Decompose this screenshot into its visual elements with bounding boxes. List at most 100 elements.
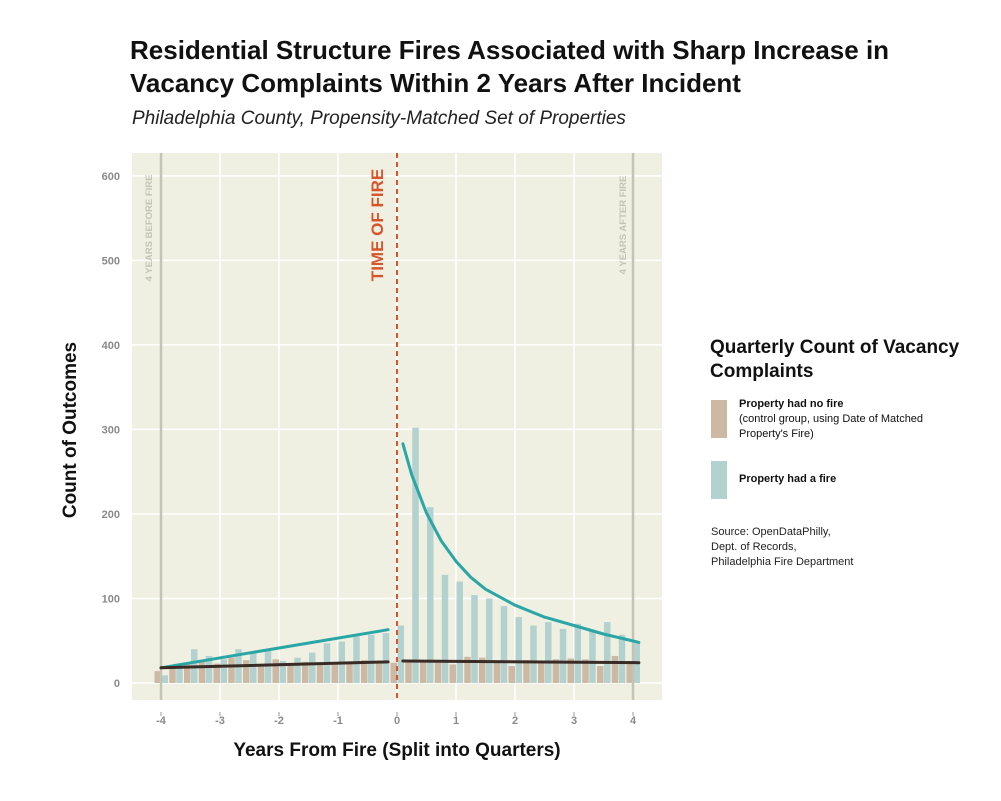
legend-detail-no-fire: (control group, using Date of Matched Pr…	[739, 413, 924, 440]
bar-no-fire	[287, 664, 294, 683]
y-tick-label: 300	[102, 424, 120, 436]
bar-fire	[471, 595, 478, 683]
bar-fire	[368, 634, 375, 683]
bar-fire	[530, 625, 537, 683]
bar-no-fire	[316, 664, 324, 683]
chart-title: Residential Structure Fires Associated w…	[130, 35, 890, 98]
x-tick-label: -1	[333, 715, 343, 727]
bar-fire	[500, 606, 508, 683]
bar-no-fire	[375, 661, 383, 683]
trend-lines	[159, 442, 641, 670]
tick-labels: 0 100 200 300 400 500 600 -4 -3 -2 -1 0 1 2 3 4	[102, 171, 637, 727]
bar-fire	[250, 652, 257, 683]
y-tick-label: 500	[102, 255, 120, 267]
bar-fire	[176, 667, 183, 683]
legend-item-fire: Property had a fire	[739, 472, 969, 487]
bar-no-fire	[449, 664, 456, 683]
x-axis-label: Years From Fire (Split into Quarters)	[233, 740, 560, 761]
x-tick-label: 3	[571, 715, 577, 727]
bar-fire	[545, 622, 552, 683]
legend-swatch-fire	[711, 461, 727, 499]
bar-no-fire	[493, 661, 501, 683]
bar-fire	[559, 628, 567, 683]
bar-no-fire	[302, 661, 309, 683]
bar-fire	[353, 636, 360, 683]
bar-fire	[161, 675, 168, 683]
bar-no-fire	[169, 666, 176, 683]
bar-no-fire	[597, 666, 604, 683]
bar-fire	[618, 634, 626, 683]
source-line: Dept. of Records,	[711, 541, 797, 553]
y-tick-label: 400	[102, 340, 120, 352]
bar-fire	[309, 652, 316, 683]
y-tick-label: 600	[102, 171, 120, 183]
y-tick-label: 200	[102, 509, 120, 521]
x-tick-label: 0	[394, 715, 400, 727]
bar-no-fire	[346, 663, 353, 683]
bar-no-fire	[538, 661, 545, 683]
legend-label-fire: Property had a fire	[739, 473, 837, 485]
bar-no-fire	[257, 665, 265, 683]
bar-no-fire	[508, 666, 515, 683]
bar-no-fire	[198, 661, 206, 683]
bar-no-fire	[552, 659, 560, 683]
bar-no-fire	[626, 661, 633, 683]
four-years-after-annotation: 4 YEARS AFTER FIRE	[618, 176, 629, 275]
bar-no-fire	[243, 660, 250, 683]
bar-no-fire	[420, 661, 427, 683]
bar-fire	[589, 631, 596, 683]
bar-fire	[441, 574, 449, 683]
bar-no-fire	[184, 662, 191, 683]
bar-fire	[397, 625, 404, 683]
four-years-before-annotation: 4 YEARS BEFORE FIRE	[144, 175, 155, 282]
bar-fire	[515, 617, 522, 683]
y-axis-label: Count of Outcomes	[60, 342, 81, 518]
bar-no-fire	[272, 659, 279, 683]
legend-item-no-fire: Property had no fire (control group, usi…	[739, 397, 969, 442]
bar-no-fire	[331, 664, 338, 683]
bar-no-fire	[361, 660, 368, 683]
source-note: Source: OpenDataPhilly, Dept. of Records…	[711, 525, 931, 570]
legend-label-no-fire: Property had no fire	[739, 398, 844, 410]
bar-fire	[220, 659, 227, 683]
bar-no-fire	[390, 662, 397, 683]
trend-line	[159, 660, 390, 670]
x-tick-label: 2	[512, 715, 518, 727]
bar-no-fire	[213, 663, 220, 683]
source-line: Source: OpenDataPhilly,	[711, 526, 831, 538]
bar-fire	[412, 427, 419, 683]
chart-subtitle: Philadelphia County, Propensity-Matched …	[132, 108, 626, 129]
bar-no-fire	[567, 658, 574, 683]
x-tick-label: -2	[274, 715, 284, 727]
bar-fire	[604, 622, 611, 683]
x-tick-label: -4	[156, 715, 167, 727]
y-tick-label: 0	[114, 678, 120, 690]
bar-no-fire	[523, 660, 530, 683]
bar-fire	[279, 661, 286, 683]
bar-no-fire	[405, 661, 412, 683]
bar-fire	[574, 623, 581, 683]
bar-no-fire	[228, 657, 235, 683]
bar-fire	[264, 650, 272, 683]
trend-line	[401, 659, 641, 665]
x-tick-label: -3	[215, 715, 225, 727]
bar-fire	[456, 581, 463, 683]
bar-no-fire	[479, 657, 486, 683]
bar-no-fire	[464, 656, 471, 683]
x-tick-label: 1	[453, 715, 459, 727]
bar-fire	[382, 633, 390, 683]
bar-fire	[294, 657, 301, 683]
bar-no-fire	[582, 659, 589, 683]
x-tick-label: 4	[630, 715, 637, 727]
legend-swatch-no-fire	[711, 400, 727, 438]
bar-no-fire	[611, 655, 619, 683]
y-tick-label: 100	[102, 593, 120, 605]
bar-no-fire	[434, 662, 442, 683]
time-of-fire-annotation: TIME OF FIRE	[368, 169, 387, 281]
bar-fire	[486, 598, 493, 683]
bar-no-fire	[154, 671, 161, 683]
trend-line	[159, 628, 390, 670]
source-line: Philadelphia Fire Department	[711, 556, 854, 568]
reference-lines: TIME OF FIRE 4 YEARS BEFORE FIRE 4 YEARS A…	[144, 153, 635, 700]
